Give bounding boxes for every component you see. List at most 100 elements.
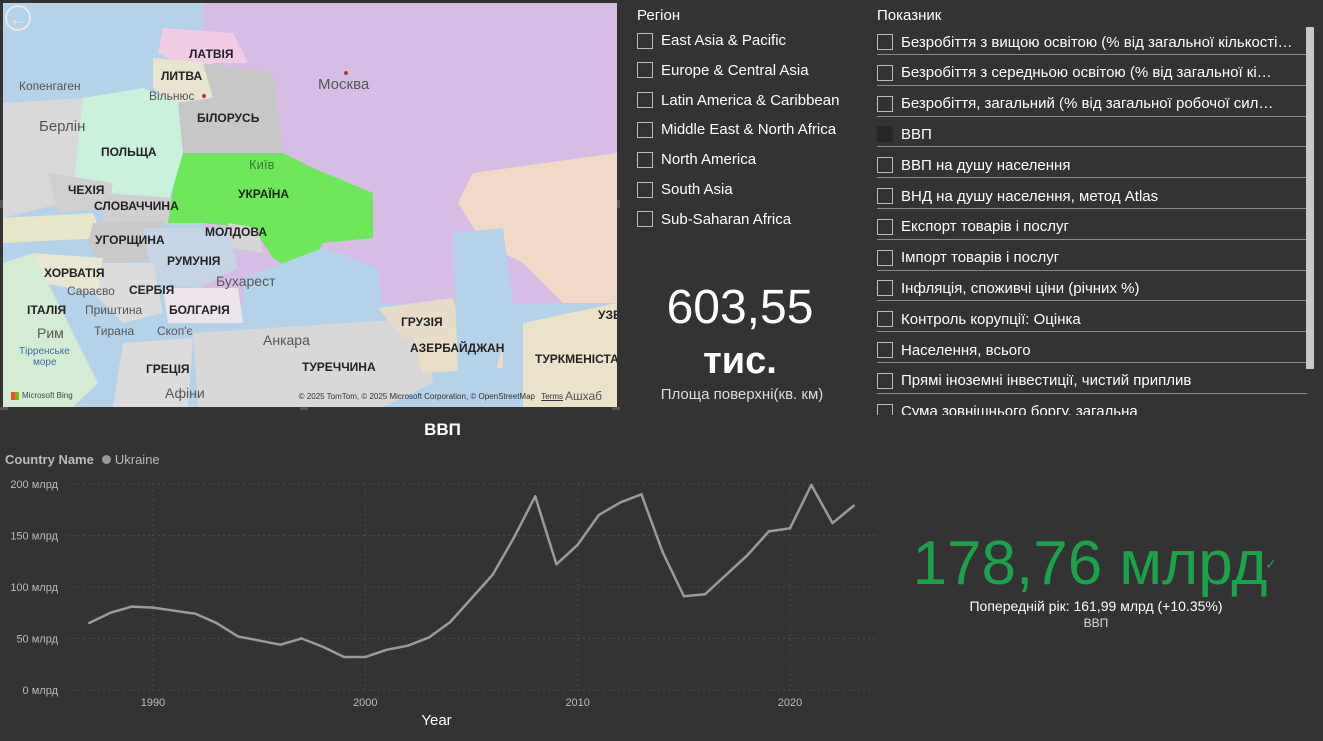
data-point[interactable] [831,521,834,525]
indicator-item[interactable]: Безробіття з середньою освітою (% від за… [877,61,1307,86]
checkbox-icon[interactable] [637,121,653,138]
data-point[interactable] [640,493,643,496]
resize-handle[interactable] [0,407,8,410]
data-point[interactable] [279,643,282,646]
indicator-item[interactable]: Безробіття, загальний (% від загальної р… [877,92,1307,117]
area-card-label: Площа поверхні(кв. км) [660,386,824,403]
data-point[interactable] [427,636,431,639]
indicator-item[interactable]: ВВП [877,122,1307,148]
data-point[interactable] [746,553,749,557]
checkbox-icon[interactable] [637,92,653,109]
map-label-belarus: БІЛОРУСЬ [197,111,260,125]
indicator-item[interactable]: Імпорт товарів і послуг [877,246,1307,271]
resize-handle[interactable] [612,407,620,410]
data-point[interactable] [534,495,537,498]
indicator-item[interactable]: Прямі іноземні інвестиції, чистий припли… [877,369,1307,394]
indicator-item[interactable]: Безробіття з вищою освітою (% від загаль… [877,30,1307,55]
back-arrow-icon[interactable]: ← [5,5,31,31]
checkbox-icon[interactable] [877,311,893,328]
chart-title: ВВП [424,420,461,439]
data-point[interactable] [682,595,686,598]
data-point[interactable] [109,611,112,614]
indicator-item[interactable]: Сума зовнішнього боргу, загальна [877,400,1307,415]
data-point[interactable] [406,644,409,647]
map-city-athens: Афіни [165,385,205,401]
x-axis-title: Year [421,712,451,729]
gdp-line-chart[interactable]: 0 млрд 50 млрд 100 млрд 150 млрд 200 млрд 199… [0,470,885,735]
data-point[interactable] [597,513,601,517]
indicator-item[interactable]: ВНД на душу населення, метод Atlas [877,184,1307,209]
checkbox-icon[interactable] [877,403,893,415]
resize-handle[interactable] [300,407,308,410]
resize-handle[interactable] [617,200,620,208]
data-point[interactable] [725,573,728,576]
checkbox-icon[interactable] [877,188,893,204]
indicator-item[interactable]: Контроль корупції: Оцінка [877,307,1307,333]
data-point[interactable] [364,655,367,659]
map-visual[interactable]: ЛАТВІЯ ЛИТВА БІЛОРУСЬ ПОЛЬЩА УКРАЇНА ЧЕХ… [3,3,617,407]
data-point[interactable] [194,612,197,615]
data-point[interactable] [767,530,771,533]
region-item[interactable]: Europe & Central Asia [637,62,809,79]
legend-series-ukraine[interactable]: Ukraine [114,452,160,467]
map-terms-link[interactable]: Terms [541,392,563,401]
checkbox-icon[interactable] [637,211,653,228]
indicator-scrollbar[interactable] [1306,27,1314,369]
checkbox-icon[interactable] [637,62,653,79]
indicator-item[interactable]: Інфляція, споживчі ціни (річних %) [877,276,1307,302]
data-point[interactable] [703,593,707,596]
data-point[interactable] [151,606,155,609]
checkbox-icon[interactable] [877,218,893,235]
checkbox-icon[interactable] [877,280,893,297]
checkbox-checked-icon[interactable] [877,126,893,143]
data-point[interactable] [810,483,813,487]
data-point[interactable] [512,536,516,539]
data-point[interactable] [321,645,325,648]
checkbox-icon[interactable] [877,95,893,112]
indicator-item[interactable]: ВВП на душу населення [877,153,1307,179]
indicator-item[interactable]: Населення, всього [877,338,1307,363]
data-point[interactable] [172,609,176,612]
data-point[interactable] [576,543,579,546]
region-item[interactable]: Sub-Saharan Africa [637,211,791,228]
data-point[interactable] [88,621,91,625]
indicator-slicer[interactable]: Безробіття з вищою освітою (% від загаль… [877,30,1317,415]
data-point[interactable] [661,550,664,554]
checkbox-icon[interactable] [637,32,653,49]
data-point[interactable] [385,648,388,652]
data-point[interactable] [130,605,133,608]
bing-logo-text: Microsoft Bing [22,391,73,400]
data-point[interactable] [470,597,473,600]
resize-handle[interactable] [0,200,3,208]
region-item[interactable]: Latin America & Caribbean [637,92,839,109]
data-point[interactable] [236,635,240,638]
region-item[interactable]: East Asia & Pacific [637,32,786,49]
data-point[interactable] [555,563,558,566]
gdp-card-previous: Попередній рік: 161,99 млрд (+10.35%) [969,598,1223,614]
data-point[interactable] [852,504,855,507]
checkbox-icon[interactable] [877,34,893,50]
checkbox-icon[interactable] [637,181,653,198]
x-tick-label: 2000 [353,697,377,709]
data-point[interactable] [342,655,346,659]
data-point[interactable] [257,639,261,642]
checkbox-icon[interactable] [877,157,893,174]
indicator-item[interactable]: Експорт товарів і послуг [877,215,1307,240]
data-point[interactable] [491,573,494,576]
map-label-poland: ПОЛЬЩА [101,145,157,159]
checkbox-icon[interactable] [877,342,893,358]
data-point[interactable] [618,501,622,504]
checkbox-icon[interactable] [877,372,893,389]
data-point[interactable] [788,527,792,530]
checkbox-icon[interactable] [637,151,653,168]
checkbox-icon[interactable] [877,249,893,266]
checkbox-icon[interactable] [877,64,893,81]
series-line-ukraine[interactable] [88,483,855,659]
data-point[interactable] [215,621,218,625]
region-item[interactable]: South Asia [637,181,733,198]
data-point[interactable] [449,620,452,624]
region-item[interactable]: Middle East & North Africa [637,121,836,138]
data-point[interactable] [300,637,303,640]
region-item[interactable]: North America [637,151,756,168]
x-tick-label: 2020 [778,697,802,709]
